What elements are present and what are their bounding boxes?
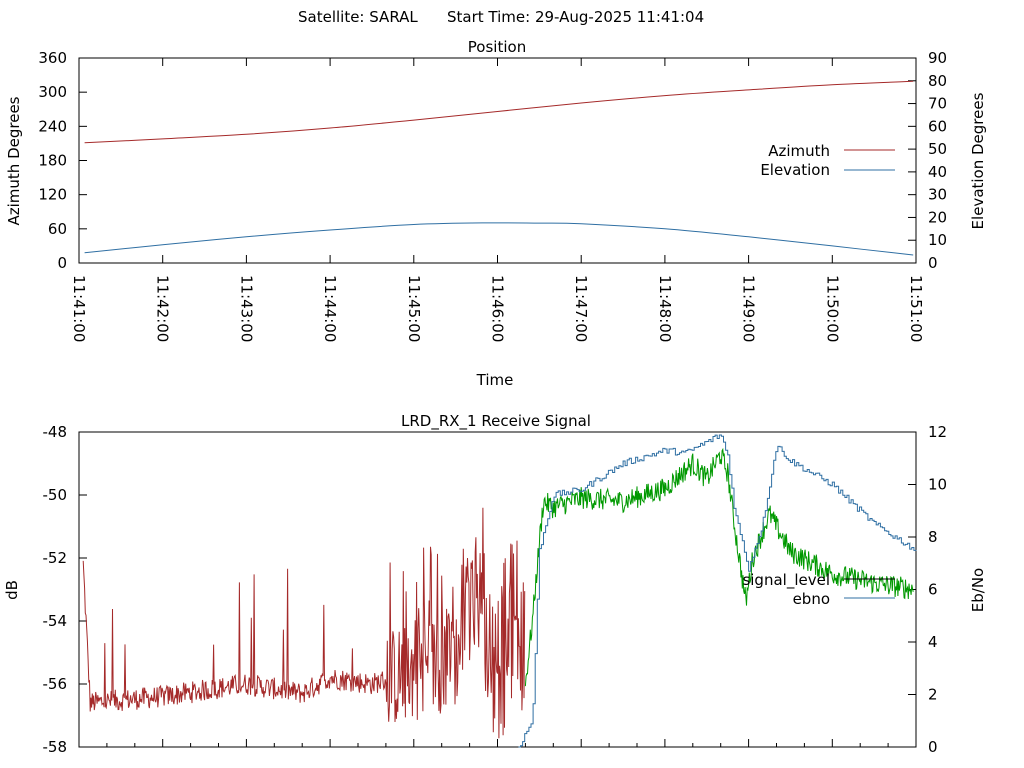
ebno-axis-tick-label: 6 xyxy=(928,581,938,599)
elevation-axis-tick-label: 20 xyxy=(928,208,947,226)
elevation-axis-tick-label: 50 xyxy=(928,140,947,158)
position-azimuth-axis: 0 60 120 180 240 300 360 xyxy=(38,49,87,272)
azimuth-axis-tick-label: 300 xyxy=(38,83,67,101)
db-axis-tick-label: -50 xyxy=(43,486,68,504)
time-axis-tick-label: 11:43:00 xyxy=(237,275,255,342)
satellite-label: Satellite: SARAL xyxy=(298,8,418,26)
legend-elevation-label: Elevation xyxy=(760,161,830,179)
elevation-axis-tick-label: 80 xyxy=(928,72,947,90)
time-axis-tick-label: 11:51:00 xyxy=(907,275,925,342)
ebno-line xyxy=(518,434,917,748)
time-axis-tick-label: 11:50:00 xyxy=(823,275,841,342)
ebno-axis-label: Eb/No xyxy=(969,568,987,612)
azimuth-axis-label: Azimuth Degrees xyxy=(5,96,23,225)
azimuth-axis-tick-label: 60 xyxy=(48,220,67,238)
ebno-axis-tick-label: 10 xyxy=(928,476,947,494)
signal-ebno-axis: 0 2 4 6 8 10 12 xyxy=(908,423,947,756)
elevation-line xyxy=(84,222,914,256)
time-axis-tick-label: 11:46:00 xyxy=(489,275,507,342)
elevation-axis-tick-label: 60 xyxy=(928,117,947,135)
ebno-axis-tick-label: 8 xyxy=(928,528,938,546)
elevation-axis-tick-label: 40 xyxy=(928,163,947,181)
azimuth-axis-tick-label: 180 xyxy=(38,152,67,170)
db-axis-tick-label: -58 xyxy=(43,738,68,756)
azimuth-axis-tick-label: 0 xyxy=(57,254,67,272)
azimuth-axis-tick-label: 240 xyxy=(38,117,67,135)
azimuth-axis-tick-label: 120 xyxy=(38,186,67,204)
azimuth-line xyxy=(84,80,914,144)
db-axis-label: dB xyxy=(3,580,21,600)
legend-signal-level-label: signal_level xyxy=(742,571,830,590)
legend-ebno-label: ebno xyxy=(793,590,830,608)
signal-series xyxy=(82,434,917,748)
elevation-axis-tick-label: 70 xyxy=(928,95,947,113)
time-axis-label: Time xyxy=(476,371,514,389)
elevation-axis-tick-label: 90 xyxy=(928,49,947,67)
position-time-axis: 11:41:00 11:42:00 11:43:00 11:44:00 11:45:00… xyxy=(70,58,925,342)
signal-chart-title: LRD_RX_1 Receive Signal xyxy=(401,412,591,431)
signal-time-axis xyxy=(78,739,917,747)
start-time-label: Start Time: 29-Aug-2025 11:41:04 xyxy=(447,8,704,26)
ebno-axis-tick-label: 0 xyxy=(928,738,938,756)
signal-level-line-prelock xyxy=(82,507,526,739)
time-axis-tick-label: 11:44:00 xyxy=(321,275,339,342)
elevation-axis-tick-label: 30 xyxy=(928,186,947,204)
db-axis-tick-label: -54 xyxy=(43,612,68,630)
elevation-axis-label: Elevation Degrees xyxy=(969,92,987,229)
time-axis-tick-label: 11:41:00 xyxy=(70,275,88,342)
ebno-axis-tick-label: 4 xyxy=(928,633,938,651)
position-series xyxy=(84,80,914,256)
position-legend: Azimuth Elevation xyxy=(760,142,895,179)
time-axis-tick-label: 11:48:00 xyxy=(656,275,674,342)
signal-chart: LRD_RX_1 Receive Signal -58-56-54-52-50-… xyxy=(3,412,987,756)
signal-db-axis: -58 -56 -54 -52 -50 -48 xyxy=(43,423,87,756)
time-axis-tick-label: 11:42:00 xyxy=(154,275,172,342)
position-chart-title: Position xyxy=(468,38,526,56)
ebno-axis-tick-label: 12 xyxy=(928,423,947,441)
db-axis-tick-label: -52 xyxy=(43,549,68,567)
position-chart: Position 0 60 120 180 240 300 360 0 10 20 30 40 50 6… xyxy=(5,38,987,389)
db-axis-tick-label: -56 xyxy=(43,675,68,693)
time-axis-tick-label: 11:45:00 xyxy=(405,275,423,342)
time-axis-tick-label: 11:47:00 xyxy=(572,275,590,342)
signal-level-line xyxy=(524,447,914,687)
elevation-axis-tick-label: 10 xyxy=(928,231,947,249)
position-elevation-axis: 0 10 20 30 40 50 60 70 80 90 xyxy=(908,49,947,272)
azimuth-axis-tick-label: 360 xyxy=(38,49,67,67)
time-axis-tick-label: 11:49:00 xyxy=(740,275,758,342)
elevation-axis-tick-label: 0 xyxy=(928,254,938,272)
legend-azimuth-label: Azimuth xyxy=(768,142,830,160)
db-axis-tick-label: -48 xyxy=(43,423,68,441)
ebno-axis-tick-label: 2 xyxy=(928,686,938,704)
signal-legend: signal_level ebno xyxy=(742,571,895,608)
